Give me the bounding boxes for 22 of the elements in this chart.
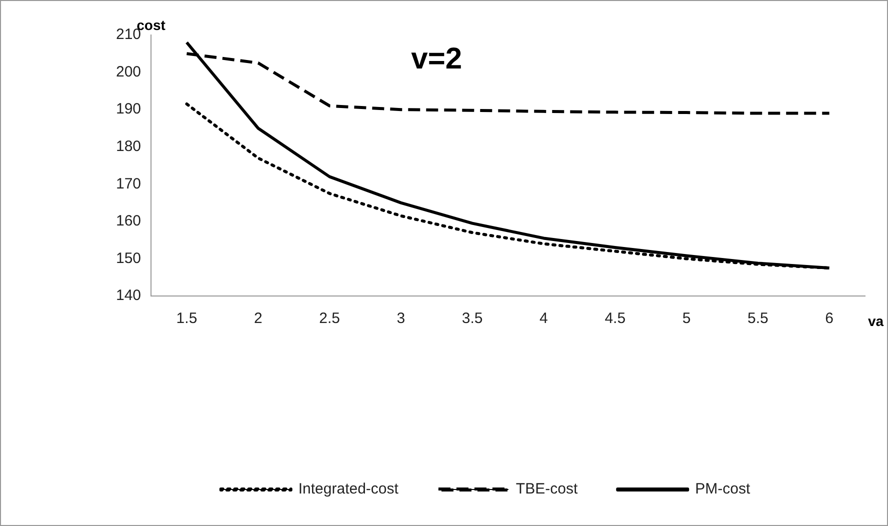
x-tick-label: 6 <box>825 310 834 328</box>
chart-title: v=2 <box>411 42 462 76</box>
y-tick-label: 200 <box>116 63 142 80</box>
legend-label: Integrated-cost <box>298 480 400 498</box>
x-tick-label: 2.5 <box>319 310 340 328</box>
x-axis-title: va <box>868 312 884 329</box>
y-tick-label: 180 <box>116 138 142 155</box>
y-tick-label: 140 <box>116 287 142 304</box>
x-tick-label: 3.5 <box>462 310 483 328</box>
y-tick-label: 150 <box>116 250 142 267</box>
y-tick-label: 170 <box>116 175 142 192</box>
x-tick-label: 5.5 <box>747 310 768 328</box>
legend-label: PM-cost <box>695 480 751 498</box>
x-tick-label: 3 <box>396 310 406 328</box>
y-tick-label: 160 <box>116 212 142 230</box>
x-tick-label: 2 <box>254 310 262 328</box>
y-tick-label: 190 <box>116 100 142 118</box>
x-tick-label: 5 <box>682 310 691 328</box>
x-tick-label: 4 <box>540 310 548 328</box>
x-tick-label: 1.5 <box>176 310 198 328</box>
legend-label: TBE-cost <box>516 480 578 498</box>
x-tick-label: 4.5 <box>604 310 626 328</box>
